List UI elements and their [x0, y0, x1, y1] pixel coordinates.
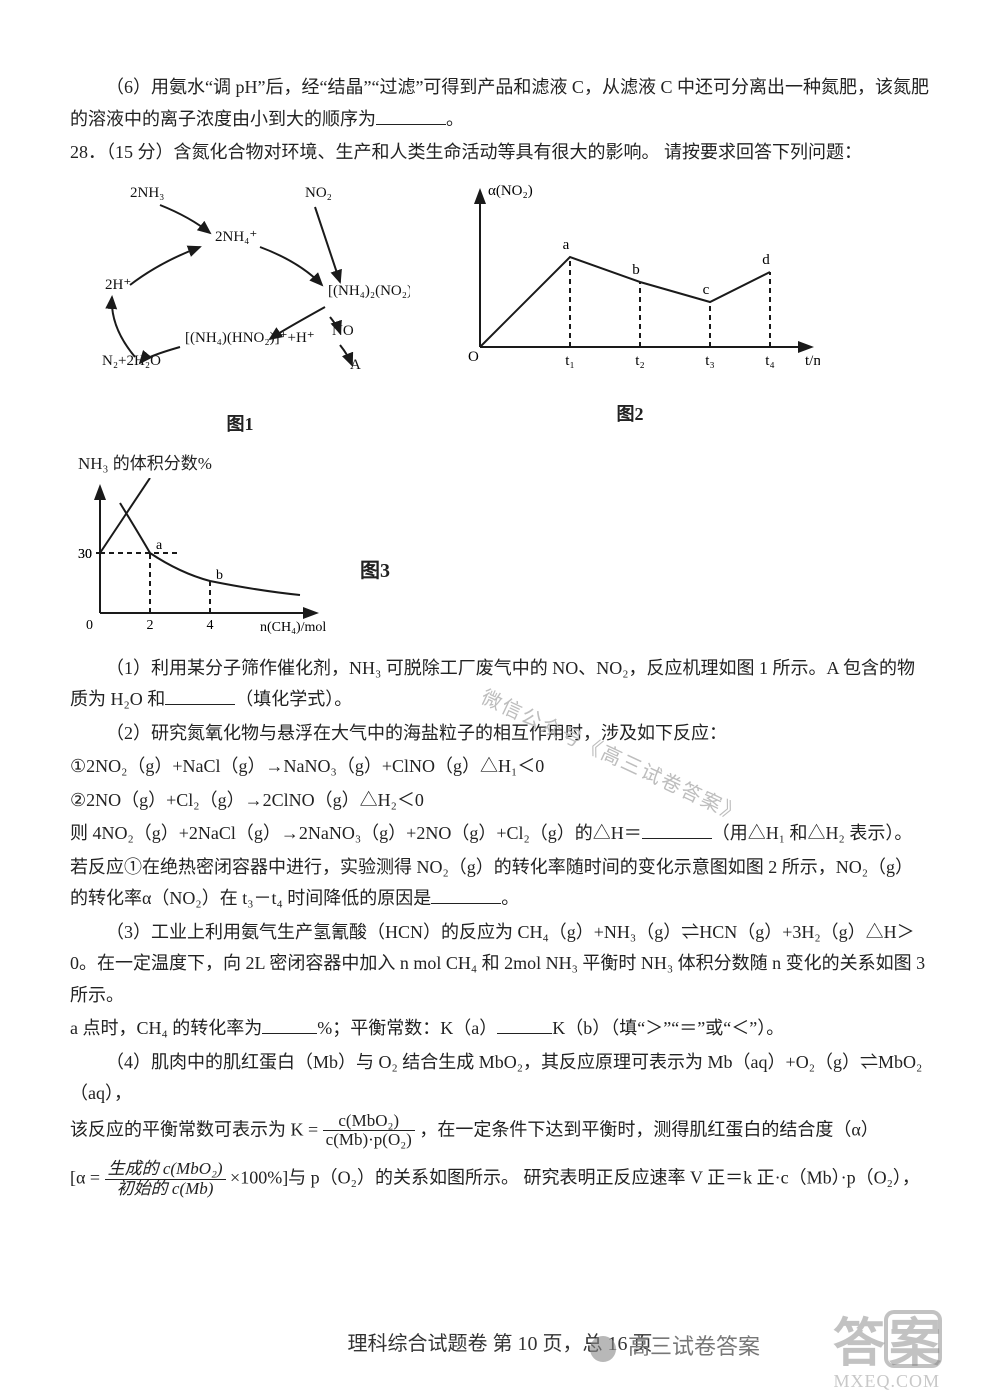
frac1: c(MbO₂) c(Mb)·p(O₂)	[323, 1112, 415, 1150]
p1b: （填化学式）。	[235, 689, 352, 709]
q6-line: （6）用氨水“调 pH”后，经“结晶”“过滤”可得到产品和滤液 C，从滤液 C …	[70, 72, 930, 135]
p3b-a: a 点时，CH₄ 的转化率为	[70, 1018, 262, 1038]
fig1-svg: 2NH₃ NO₂ 2NH₄⁺ 2H⁺ [(NH₄)₂(NO₂)]²⁺ [(NH₄)(HNO…	[70, 177, 410, 397]
fig3-label: 图3	[360, 554, 390, 589]
p4c: ，在一定条件下达到平衡时，测得肌红蛋白的结合度（α）	[419, 1119, 878, 1139]
svg-text:t₁: t₁	[565, 353, 574, 369]
svg-text:[(NH₄)₂(NO₂)]²⁺: [(NH₄)₂(NO₂)]²⁺	[328, 283, 410, 299]
svg-text:t₃: t₃	[705, 353, 714, 369]
svg-text:b: b	[216, 568, 223, 583]
p4b: 该反应的平衡常数可表示为 K =	[70, 1119, 323, 1139]
p4b-line: 该反应的平衡常数可表示为 K = c(MbO₂) c(Mb)·p(O₂) ，在一…	[70, 1112, 930, 1150]
svg-text:NO₂: NO₂	[305, 185, 332, 201]
svg-text:t₄: t₄	[765, 353, 774, 369]
svg-text:d: d	[762, 252, 770, 268]
svg-text:c: c	[703, 282, 710, 298]
fig1-label: 图1	[70, 409, 410, 441]
p5-line: [α = 生成的 c(MbO₂) 初始的 c(Mb) ×100%]与 p（O₂）…	[70, 1160, 930, 1198]
p1-blank	[165, 685, 235, 705]
p4: （4）肌肉中的肌红蛋白（Mb）与 O₂ 结合生成 MbO₂，其反应原理可表示为 …	[70, 1047, 930, 1110]
fig1-box: 2NH₃ NO₂ 2NH₄⁺ 2H⁺ [(NH₄)₂(NO₂)]²⁺ [(NH₄)(HNO…	[70, 177, 410, 441]
q6-text-a: （6）用氨水“调 pH”后，经“结晶”“过滤”可得到产品和滤液 C，从滤液 C …	[70, 77, 929, 129]
mx-watermark: MXEQ.COM	[833, 1371, 940, 1392]
svg-text:2NH₃: 2NH₃	[130, 185, 164, 201]
q6-blank	[376, 105, 446, 125]
figure-row-1: 2NH₃ NO₂ 2NH₄⁺ 2H⁺ [(NH₄)₂(NO₂)]²⁺ [(NH₄)(HNO…	[70, 177, 930, 441]
fig2-box: α(NO₂) t/min Ot₁ a t₂ b t₃ c t₄ d 图2	[440, 177, 820, 441]
svg-text:α(NO₂): α(NO₂)	[488, 183, 533, 199]
frac2-num: 生成的 c(MbO₂)	[105, 1160, 226, 1180]
svg-text:a: a	[563, 237, 570, 253]
figure-row-2: NH₃ 的体积分数% 0n(CH₄)/mol302430ab 图3	[70, 449, 930, 649]
eq3b: （用△H₁ 和△H₂ 表示）。	[712, 823, 913, 843]
p1: （1）利用某分子筛作催化剂，NH₃ 可脱除工厂废气中的 NO、NO₂，反应机理如…	[70, 653, 930, 716]
svg-text:O: O	[468, 349, 479, 365]
svg-text:0: 0	[86, 618, 93, 633]
watermark-bottom: 高三试卷答案	[590, 1329, 760, 1362]
svg-text:a: a	[156, 538, 163, 553]
svg-text:2: 2	[147, 618, 154, 633]
frac2-den: 初始的 c(Mb)	[105, 1180, 226, 1199]
fig2-label: 图2	[440, 399, 820, 431]
p2: （2）研究氮氧化物与悬浮在大气中的海盐粒子的相互作用时，涉及如下反应：	[70, 718, 930, 750]
svg-text:n(CH₄)/mol: n(CH₄)/mol	[260, 620, 326, 635]
svg-text:4: 4	[207, 618, 214, 633]
svg-text:2NH₄⁺: 2NH₄⁺	[215, 229, 257, 245]
q28-head: 28．（15 分）含氮化合物对环境、生产和人类生命活动等具有很大的影响。 请按要…	[70, 137, 930, 169]
svg-text:b: b	[632, 262, 640, 278]
frac1-num: c(MbO₂)	[323, 1112, 415, 1132]
p3b: a 点时，CH₄ 的转化率为 %；平衡常数：K（a） K（b）（填“＞”“＝”或“＜…	[70, 1013, 930, 1045]
wechat-icon	[590, 1336, 616, 1362]
svg-text:30: 30	[78, 547, 92, 562]
p2c: 。	[501, 888, 519, 908]
p2b-line: 若反应①在绝热密闭容器中进行，实验测得 NO₂（g）的转化率随时间的变化示意图如…	[70, 852, 930, 915]
q6-text-b: 。	[446, 109, 464, 129]
fig3-ylabel: NH₃ 的体积分数%	[78, 449, 330, 479]
p3b-blank2	[497, 1014, 552, 1034]
svg-text:2H⁺: 2H⁺	[105, 277, 131, 293]
svg-text:t/min: t/min	[805, 353, 820, 369]
p5a: [α =	[70, 1167, 105, 1187]
p5b: ×100%]与 p（O₂）的关系如图所示。 研究表明正反应速率 V 正＝k 正·…	[230, 1167, 920, 1187]
fig2-svg: α(NO₂) t/min Ot₁ a t₂ b t₃ c t₄ d	[440, 177, 820, 387]
svg-text:t₂: t₂	[635, 353, 644, 369]
p3b-blank1	[262, 1014, 317, 1034]
eq3a: 则 4NO₂（g）+2NaCl（g）→2NaNO₃（g）+2NO（g）+Cl₂（…	[70, 823, 642, 843]
frac1-den: c(Mb)·p(O₂)	[323, 1131, 415, 1150]
fig3-box: NH₃ 的体积分数% 0n(CH₄)/mol302430ab	[70, 449, 330, 649]
frac2: 生成的 c(MbO₂) 初始的 c(Mb)	[105, 1160, 226, 1198]
eq3-blank	[642, 819, 712, 839]
eq3: 则 4NO₂（g）+2NaCl（g）→2NaNO₃（g）+2NO（g）+Cl₂（…	[70, 818, 930, 850]
p3b-b: %；平衡常数：K（a）	[317, 1018, 497, 1038]
eq1: ①2NO₂（g）+NaCl（g）→NaNO₃（g）+ClNO（g）△H₁＜0	[70, 751, 930, 783]
p2b-blank	[431, 884, 501, 904]
stamp-box-icon	[884, 1310, 942, 1368]
p3: （3）工业上利用氨气生产氢氰酸（HCN）的反应为 CH₄（g）+NH₃（g）⇌H…	[70, 917, 930, 1012]
wm-bottom-text: 高三试卷答案	[628, 1334, 760, 1359]
fig3-svg: 0n(CH₄)/mol302430ab	[70, 478, 330, 638]
svg-text:[(NH₄)(HNO₂)]⁺+H⁺: [(NH₄)(HNO₂)]⁺+H⁺	[185, 330, 315, 346]
p3b-c: K（b）（填“＞”“＝”或“＜”）。	[552, 1018, 784, 1038]
eq2: ②2NO（g）+Cl₂（g）→2ClNO（g）△H₂＜0	[70, 785, 930, 817]
